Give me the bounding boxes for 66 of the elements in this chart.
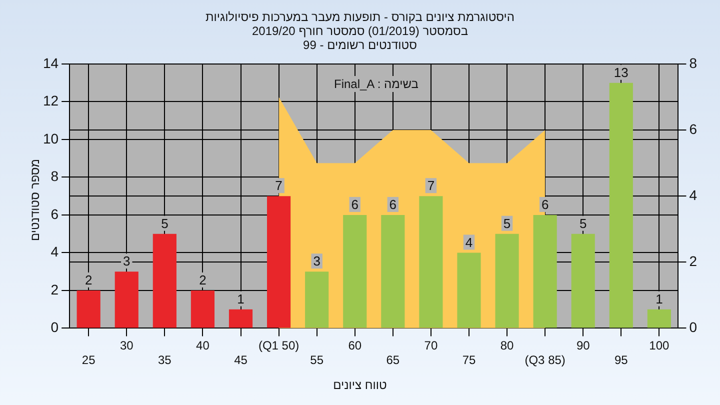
y-tick-label: 10 [42,130,59,146]
chart-subtitle: בסמסטר (01/2019) סמסטר חורף 2019/20 סטודנטים רשומים - 99 [250,24,470,52]
x-tick-label: 70 [424,338,438,353]
bar [419,196,443,328]
data-label: 7 [275,178,282,194]
x-tick-label: 35 [158,353,172,368]
bar [609,82,633,328]
y-tick-label: 2 [50,281,59,298]
x-tick-label: 80 [500,338,514,353]
bar [114,272,138,328]
x-tick-label: (Q3 85) [524,353,566,368]
x-tick-label: 90 [576,338,590,353]
y-tick-label: 14 [42,54,59,71]
data-label: 2 [199,272,206,288]
y2-tick-label: 4 [689,186,698,203]
y-tick-label: 12 [42,92,59,109]
bar [267,196,291,328]
y-tick-label: 6 [50,206,59,222]
x-tick-label: 45 [234,353,248,368]
data-label: 3 [313,254,320,269]
x-tick-label: (Q1 50) [258,338,300,353]
x-tick-label: 30 [120,338,134,353]
data-label: 6 [351,197,358,212]
bar [305,272,329,328]
bar [76,290,100,328]
x-tick-label: 55 [310,353,324,368]
data-label: 6 [389,197,397,212]
data-label: 4 [465,234,473,250]
bar [381,214,405,328]
y-tick-label: 4 [50,244,59,260]
y2-tick-label: 8 [689,54,698,71]
bar [647,309,671,328]
y-tick-label: 8 [50,168,59,184]
bar [457,252,481,328]
data-label: 5 [503,216,511,231]
data-label: 7 [427,178,435,194]
data-label: 1 [656,291,663,306]
y-axis-title: מספר סטודנטים [28,158,42,242]
data-label: 5 [579,216,587,231]
x-tick-label: 100 [649,338,670,353]
y2-tick-label: 0 [689,319,698,336]
bar [152,234,176,328]
x-tick-label: 95 [614,353,628,368]
x-axis-title: טווח ציונים [332,378,388,392]
bar [228,309,253,328]
y2-tick-label: 6 [689,120,698,137]
bar [533,214,557,328]
bar [571,234,595,328]
x-tick-label: 65 [386,353,400,368]
x-tick-label: 75 [462,353,476,368]
data-label: 5 [161,216,168,231]
y-tick-label: 0 [50,319,59,336]
x-tick-label: 60 [348,338,362,353]
data-label: 3 [123,254,130,269]
bar [190,290,215,328]
chart-title: היסטוגרמת ציונים בקורס - תופעות מעבר במערכות פיסיולוגיות [204,10,516,24]
data-label: 13 [614,64,628,80]
x-tick-label: 40 [196,338,210,353]
bar [343,214,367,328]
data-label: 2 [84,272,92,288]
data-label: 6 [541,197,549,212]
bar [495,234,519,328]
x-tick-label: 25 [82,353,96,368]
data-label: 1 [237,291,244,306]
y2-tick-label: 2 [689,253,698,270]
annotation: Final_A : בשימה [330,76,422,92]
